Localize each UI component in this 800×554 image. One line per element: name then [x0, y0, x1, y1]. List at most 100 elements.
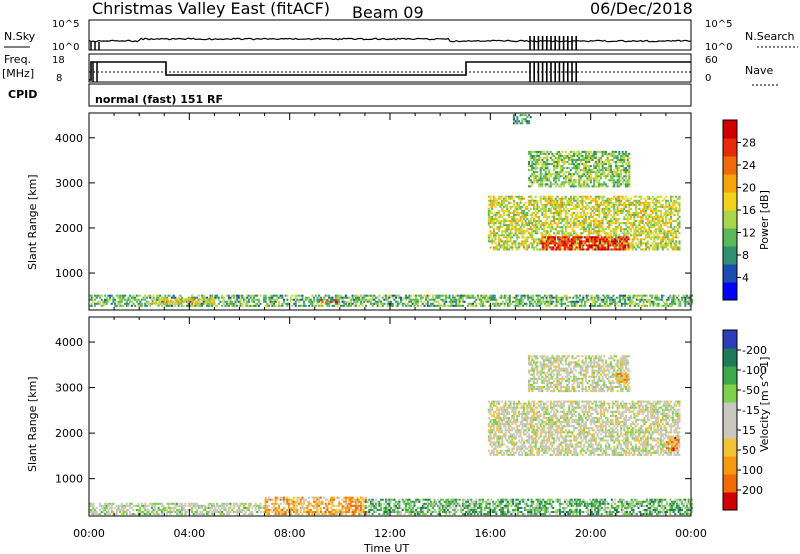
data-cell	[656, 218, 659, 221]
data-cell	[598, 203, 601, 206]
data-cell	[231, 294, 234, 297]
data-cell	[531, 228, 534, 231]
data-cell	[609, 152, 612, 155]
data-cell	[594, 154, 597, 157]
data-cell	[411, 302, 414, 305]
data-cell	[559, 185, 562, 188]
data-cell	[666, 236, 669, 239]
data-cell	[532, 238, 536, 241]
data-cell	[252, 294, 255, 297]
data-cell	[639, 211, 643, 214]
data-cell	[354, 304, 357, 307]
data-cell	[606, 161, 609, 164]
data-cell	[227, 302, 230, 305]
data-cell	[576, 163, 579, 166]
data-cell	[573, 300, 577, 303]
data-cell	[284, 294, 287, 297]
data-cell	[575, 304, 578, 307]
data-cell	[120, 298, 123, 301]
data-cell	[639, 203, 643, 206]
data-cell	[522, 298, 525, 301]
data-cell	[299, 498, 302, 501]
data-cell	[127, 508, 130, 511]
data-cell	[144, 294, 147, 297]
data-cell	[556, 203, 559, 206]
data-cell	[527, 163, 531, 166]
data-cell	[539, 177, 542, 180]
data-cell	[541, 167, 544, 170]
data-cell	[614, 154, 617, 157]
data-cell	[491, 238, 494, 241]
data-cell	[201, 294, 204, 297]
data-cell	[526, 116, 529, 119]
data-cell	[212, 502, 215, 505]
data-cell	[513, 296, 516, 299]
data-cell	[624, 175, 628, 178]
data-cell	[95, 302, 98, 305]
data-cell	[543, 230, 546, 233]
data-cell	[639, 232, 643, 235]
data-cell	[559, 167, 562, 170]
data-cell	[456, 298, 459, 301]
data-cell	[177, 508, 180, 511]
data-cell	[532, 220, 536, 223]
data-cell	[184, 502, 187, 505]
data-cell	[521, 228, 524, 231]
data-cell	[557, 242, 560, 245]
data-cell	[492, 248, 495, 251]
data-cell	[583, 167, 586, 170]
data-cell	[527, 185, 531, 188]
colorbar-block	[723, 246, 737, 265]
data-cell	[596, 224, 599, 227]
data-cell	[596, 209, 599, 212]
data-cell	[139, 294, 142, 297]
data-cell	[204, 506, 207, 509]
data-cell	[247, 504, 250, 507]
data-cell	[532, 246, 536, 249]
data-cell	[441, 300, 444, 303]
data-cell	[634, 228, 638, 231]
data-cell	[633, 230, 636, 233]
data-cell	[497, 304, 500, 307]
data-cell	[587, 244, 590, 247]
data-cell	[318, 502, 321, 505]
data-cell	[468, 294, 471, 297]
data-cell	[541, 222, 544, 225]
data-cell	[137, 504, 140, 507]
data-cell	[298, 298, 301, 301]
data-cell	[668, 242, 671, 245]
data-cell	[259, 294, 262, 297]
data-cell	[624, 169, 628, 172]
data-cell	[383, 298, 386, 301]
data-cell	[431, 294, 434, 297]
data-cell	[517, 224, 520, 227]
data-cell	[522, 216, 526, 219]
data-cell	[626, 209, 629, 212]
data-cell	[600, 304, 603, 307]
data-cell	[645, 248, 648, 251]
data-cell	[144, 504, 147, 507]
data-cell	[579, 175, 582, 178]
data-cell	[558, 302, 561, 305]
data-cell	[676, 213, 679, 217]
data-cell	[349, 302, 352, 305]
data-cell	[639, 220, 643, 223]
data-cell	[506, 234, 509, 237]
data-cell	[129, 298, 132, 301]
data-cell	[529, 242, 532, 245]
data-cell	[604, 216, 607, 219]
data-cell	[226, 302, 229, 305]
data-cell	[531, 211, 534, 214]
data-cell	[554, 201, 557, 204]
data-cell	[592, 242, 595, 245]
data-cell	[624, 152, 628, 155]
data-cell	[110, 502, 113, 505]
data-cell	[534, 169, 537, 172]
data-cell	[591, 220, 594, 223]
data-cell	[359, 298, 362, 301]
data-cell	[631, 238, 634, 241]
data-cell	[577, 242, 580, 245]
data-cell	[508, 304, 511, 307]
data-cell	[586, 165, 589, 168]
